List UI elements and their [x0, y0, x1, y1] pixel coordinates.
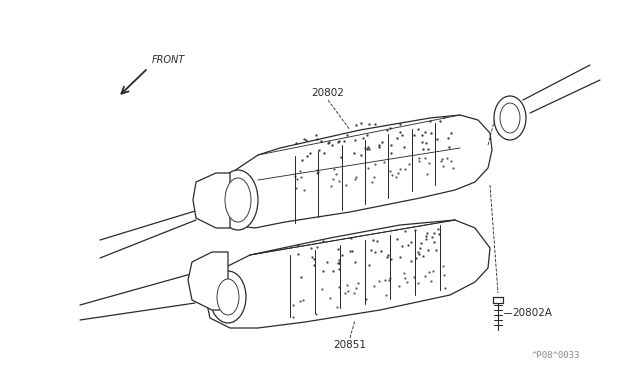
Ellipse shape	[500, 103, 520, 133]
Ellipse shape	[225, 178, 251, 222]
Ellipse shape	[210, 271, 246, 323]
Text: 20802: 20802	[312, 88, 344, 98]
Ellipse shape	[217, 279, 239, 315]
Ellipse shape	[218, 170, 258, 230]
Text: ^P08^0033: ^P08^0033	[532, 351, 580, 360]
Polygon shape	[205, 220, 490, 328]
Text: 20851: 20851	[333, 340, 367, 350]
Polygon shape	[193, 173, 230, 228]
Ellipse shape	[494, 96, 526, 140]
Polygon shape	[188, 252, 228, 310]
Polygon shape	[210, 115, 492, 228]
Text: 20802A: 20802A	[512, 308, 552, 318]
Text: FRONT: FRONT	[152, 55, 185, 65]
